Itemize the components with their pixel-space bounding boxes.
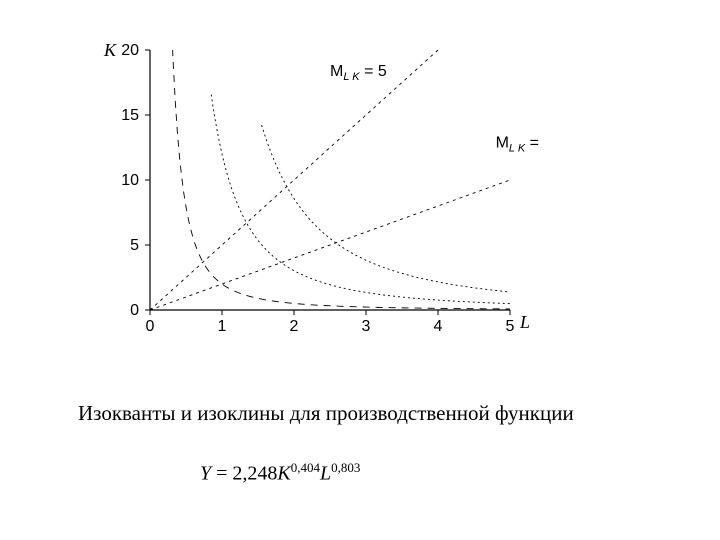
svg-text:5: 5 (506, 318, 515, 335)
chart-container: 01234505101520LKML K = 5ML K = 2 (80, 30, 540, 360)
formula-coef: 2,248 (232, 463, 277, 485)
formula-k: K (277, 463, 290, 485)
figure-caption: Изокванты и изоклины для производственно… (78, 400, 638, 427)
svg-text:0: 0 (130, 302, 139, 319)
svg-text:L: L (519, 312, 530, 332)
formula-l-exp: 0,803 (331, 460, 360, 475)
formula-lhs: Y (200, 463, 211, 485)
svg-text:20: 20 (121, 42, 139, 59)
svg-text:15: 15 (121, 107, 139, 124)
page: 01234505101520LKML K = 5ML K = 2 Изокван… (0, 0, 720, 540)
isoquant-chart: 01234505101520LKML K = 5ML K = 2 (80, 30, 540, 360)
svg-text:4: 4 (434, 318, 443, 335)
svg-text:1: 1 (218, 318, 227, 335)
formula-k-exp: 0,404 (291, 460, 320, 475)
formula-eq: = (211, 463, 232, 485)
formula-l: L (320, 463, 331, 485)
svg-text:K: K (103, 40, 117, 60)
production-function-formula: Y = 2,248K0,404L0,803 (200, 460, 360, 486)
svg-text:2: 2 (290, 318, 299, 335)
svg-text:3: 3 (362, 318, 371, 335)
svg-text:10: 10 (121, 172, 139, 189)
svg-text:0: 0 (146, 318, 155, 335)
svg-text:5: 5 (130, 237, 139, 254)
